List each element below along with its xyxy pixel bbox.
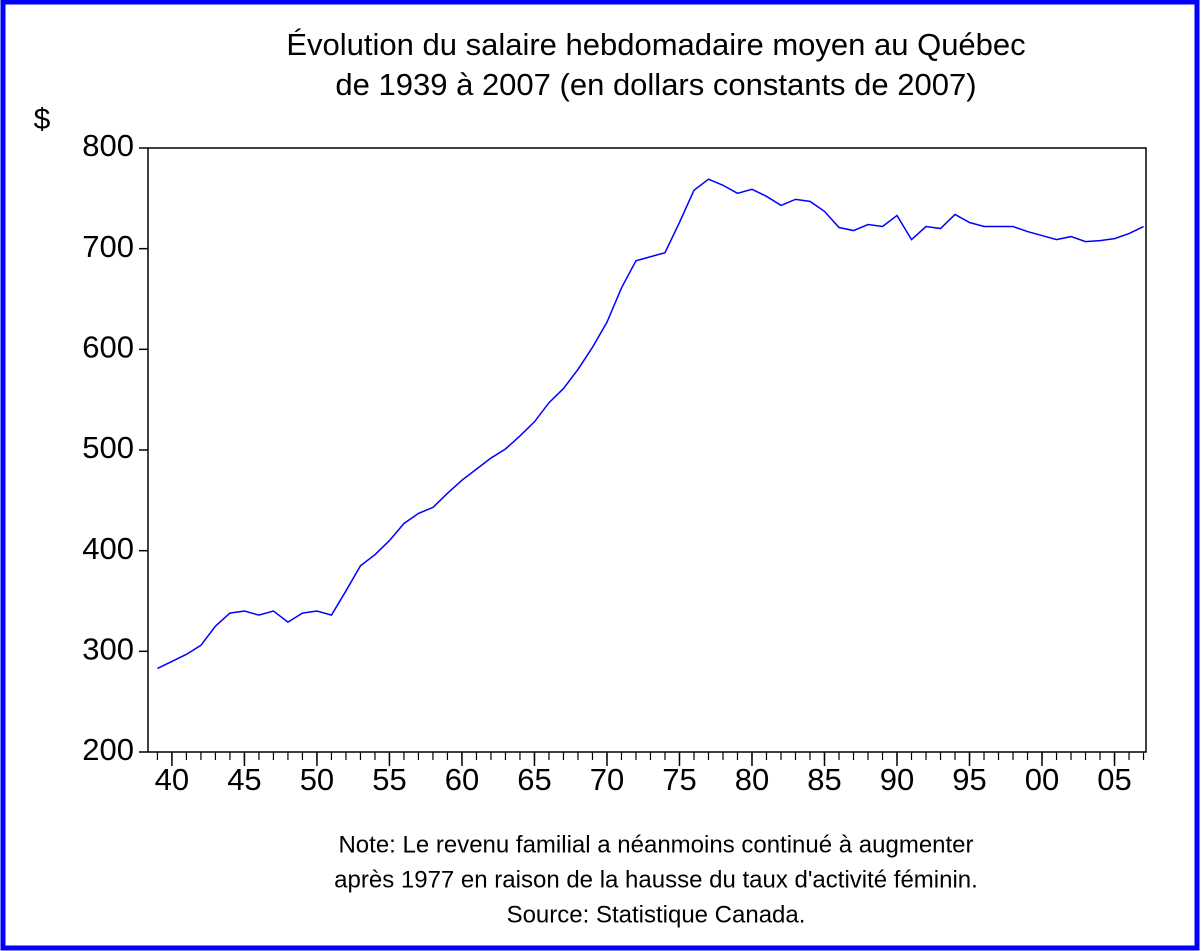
x-tick-label: 85 bbox=[807, 762, 841, 797]
x-tick-label: 70 bbox=[590, 762, 624, 797]
y-tick-label: 600 bbox=[82, 330, 134, 365]
x-tick-label: 75 bbox=[662, 762, 696, 797]
y-tick-label: 700 bbox=[82, 229, 134, 264]
x-tick-label: 45 bbox=[227, 762, 261, 797]
note: après 1977 en raison de la hausse du tau… bbox=[334, 866, 978, 893]
x-tick-label: 95 bbox=[952, 762, 986, 797]
x-tick-label: 40 bbox=[155, 762, 189, 797]
y-tick-label: 500 bbox=[82, 430, 134, 465]
y-tick-label: 400 bbox=[82, 531, 134, 566]
x-tick-label: 80 bbox=[735, 762, 769, 797]
x-tick-label: 55 bbox=[372, 762, 406, 797]
y-tick-label: 300 bbox=[82, 632, 134, 667]
x-tick-label: 65 bbox=[517, 762, 551, 797]
y-tick-label: 800 bbox=[82, 128, 134, 163]
x-tick-label: 00 bbox=[1025, 762, 1059, 797]
data-line bbox=[157, 178, 1144, 670]
x-tick-label: 50 bbox=[300, 762, 334, 797]
plot-area bbox=[147, 147, 1147, 753]
y-axis-label: $ bbox=[34, 103, 51, 136]
chart-title: de 1939 à 2007 (en dollars constants de … bbox=[335, 67, 976, 102]
note: Source: Statistique Canada. bbox=[507, 901, 806, 928]
x-tick-label: 90 bbox=[880, 762, 914, 797]
x-tick-label: 60 bbox=[445, 762, 479, 797]
x-tick-label: 05 bbox=[1097, 762, 1131, 797]
y-tick-label: 200 bbox=[82, 732, 134, 767]
note: Note: Le revenu familial a néanmoins con… bbox=[338, 831, 973, 858]
chart-title: Évolution du salaire hebdomadaire moyen … bbox=[286, 27, 1025, 62]
